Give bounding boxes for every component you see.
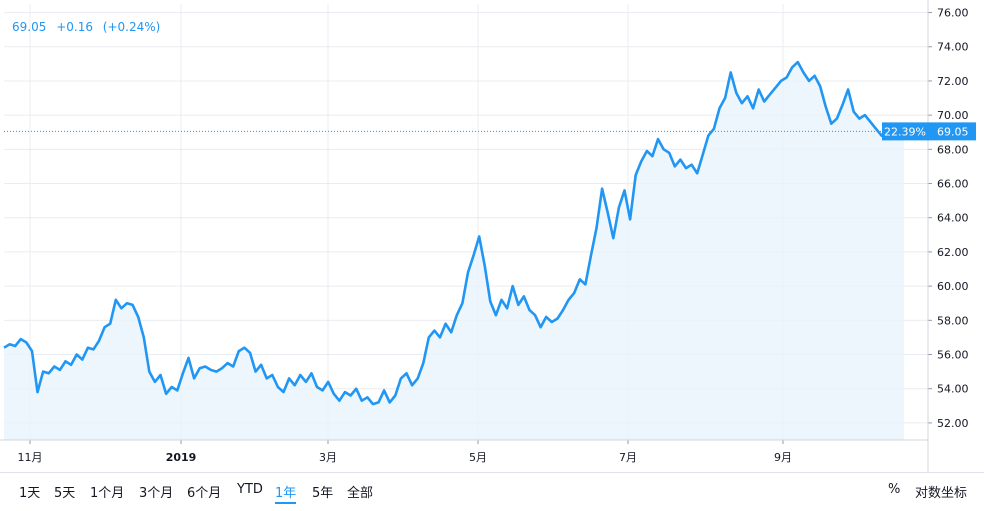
log-scale-button[interactable]: 对数坐标 [915,486,968,501]
y-tick-label: 52.00 [937,417,969,430]
price-quote: 69.05 +0.16 (+0.24%) [12,20,166,34]
y-tick-label: 70.00 [937,109,969,122]
pct-label: 22.39% [884,125,926,138]
y-tick-label: 68.00 [937,143,969,156]
last-price-label: 69.05 [937,125,969,138]
chart-axes: 52.00 54.00 56.00 58.00 60.00 62.00 64.00 66.00… [0,0,969,472]
quote-price: 69.05 [12,20,47,34]
last-price-label-bg [928,122,976,141]
y-tick-label: 58.00 [937,314,969,327]
price-area-fill [4,62,904,440]
y-tick-label: 66.00 [937,178,969,191]
y-tick-label: 56.00 [937,349,969,362]
range-1y-button[interactable]: 1年 [275,482,297,504]
range-ytd-button[interactable]: YTD [237,482,263,497]
range-6m-button[interactable]: 6个月 [187,486,222,501]
x-tick-label: 7月 [619,451,637,464]
pct-label-bg [882,122,928,141]
x-tick-label: 9月 [774,451,792,464]
y-tick-label: 60.00 [937,280,969,293]
y-tick-label: 54.00 [937,383,969,396]
range-5d-button[interactable]: 5天 [54,486,76,501]
range-3m-button[interactable]: 3个月 [139,486,174,501]
quote-change: +0.16 [56,20,93,34]
percent-scale-button[interactable]: % [888,482,901,497]
x-tick-label: 3月 [319,451,337,464]
y-tick-label: 64.00 [937,212,969,225]
range-all-button[interactable]: 全部 [347,486,374,501]
quote-change-pct: (+0.24%) [102,20,161,34]
range-5y-button[interactable]: 5年 [312,486,334,501]
price-line-series[interactable] [3,60,905,406]
price-chart-svg[interactable]: 52.00 54.00 56.00 58.00 60.00 62.00 64.00 66.00… [0,0,984,472]
x-tick-label: 2019 [166,451,197,464]
range-toolbar: 1天 5天 1个月 3个月 6个月 YTD 1年 5年 全部 % 对数坐标 [0,472,984,511]
x-tick-label: 5月 [469,451,487,464]
y-tick-label: 74.00 [937,41,969,54]
price-labels: 22.39% 69.05 [882,122,976,141]
y-tick-label: 72.00 [937,75,969,88]
y-tick-label: 62.00 [937,246,969,259]
range-1m-button[interactable]: 1个月 [90,486,125,501]
x-tick-label: 11月 [18,451,43,464]
y-tick-label: 76.00 [937,7,969,20]
range-1d-button[interactable]: 1天 [19,486,41,501]
